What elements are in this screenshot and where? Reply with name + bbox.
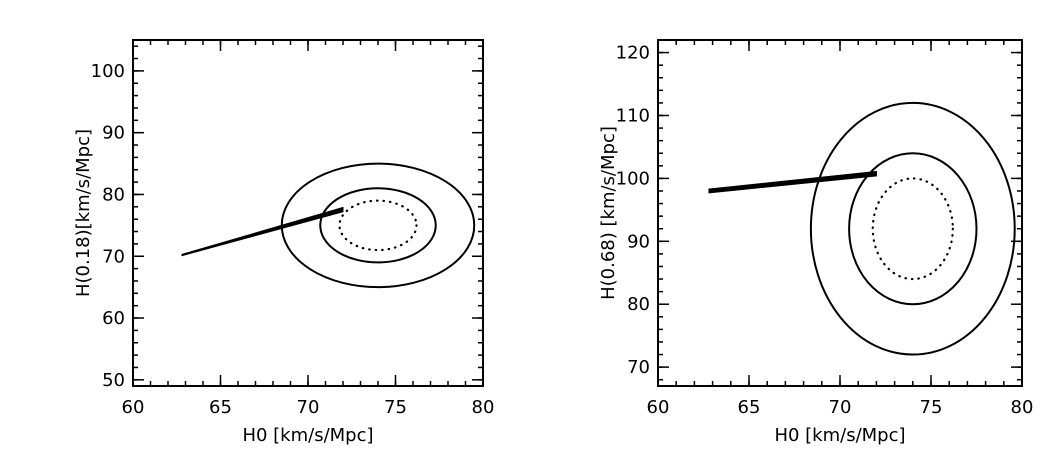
y-tick-label: 60 [102,308,125,329]
x-tick-label: 75 [384,397,407,418]
x-tick-label: 65 [738,397,761,418]
y-tick-label: 90 [627,231,650,252]
x-tick-label: 70 [829,397,852,418]
plot-area [181,162,476,289]
x-axis-title: H0 [km/s/Mpc] [242,425,373,446]
degeneracy-band [708,170,877,194]
x-tick-label: 65 [209,397,232,418]
x-tick-label: 80 [1011,397,1034,418]
contour-ellipse-inner-dotted [871,177,954,281]
plot-frame [132,39,484,387]
degeneracy-band [181,206,344,257]
x-tick-label: 60 [647,397,670,418]
y-tick-label: 80 [627,294,650,315]
panel-right: 60 65 70 75 80 70 80 90 100 110 120 H0 [km/s/Mpc] H(… [598,39,1034,446]
y-axis-title: H(0.18)[km/s/Mpc] [73,129,94,297]
contour-ellipse-level-2 [809,101,1016,356]
contour-ellipse-level-2 [280,162,476,289]
x-tick-label: 70 [297,397,320,418]
plot-area [708,101,1016,356]
contour-ellipse-level-1 [848,152,978,306]
y-tick-label: 70 [627,357,650,378]
x-axis-title: H0 [km/s/Mpc] [774,425,905,446]
y-tick-label: 90 [102,123,125,144]
y-tick-label: 100 [91,61,125,82]
y-tick-label: 70 [102,246,125,267]
contour-ellipse-inner-dotted [338,199,418,252]
y-tick-label: 110 [616,105,650,126]
y-tick-label: 120 [616,43,650,64]
y-axis-title: H(0.68) [km/s/Mpc] [598,126,619,300]
x-tick-label: 60 [122,397,145,418]
y-tick-label: 50 [102,370,125,391]
y-tick-label: 100 [616,168,650,189]
x-tick-label: 80 [472,397,495,418]
contour-ellipse-level-1 [319,187,437,264]
panel-left: 60 65 70 75 80 50 60 70 80 90 100 H0 [km/s/Mpc] H(0.… [73,39,495,446]
y-tick-label: 80 [102,184,125,205]
x-tick-label: 75 [920,397,943,418]
